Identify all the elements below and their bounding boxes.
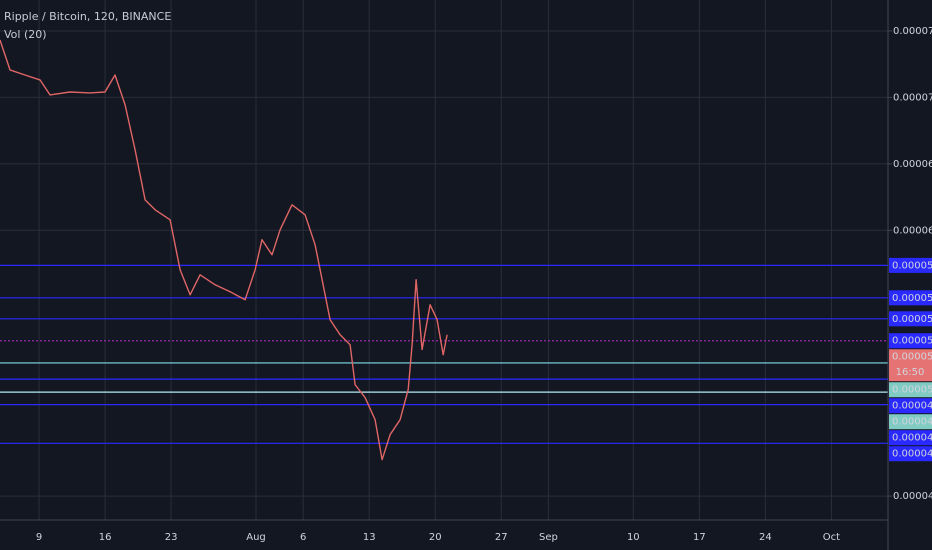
level-label: 0.00005492 <box>892 293 932 304</box>
x-tick-label: 17 <box>693 532 706 543</box>
x-tick-label: 24 <box>759 532 772 543</box>
level-label: 0.00004397 <box>892 449 932 460</box>
level-tag <box>889 257 932 273</box>
x-tick-label: 10 <box>627 532 640 543</box>
y-tick-label: 0.00006500 <box>893 159 932 170</box>
level-label: 0.00004688 <box>892 433 932 444</box>
level-tag <box>889 382 932 398</box>
level-tag <box>889 333 932 349</box>
level-tag <box>889 311 932 327</box>
level-tag <box>889 430 932 446</box>
last-price-tag <box>889 349 932 382</box>
indicator-label: Vol (20) <box>4 28 47 41</box>
chart-title: Ripple / Bitcoin, 120, BINANCE <box>4 10 171 23</box>
level-tag <box>889 398 932 414</box>
x-tick-label: Oct <box>823 532 840 543</box>
x-tick-label: Sep <box>539 532 558 543</box>
level-label: 0.00005169 <box>892 336 932 347</box>
level-label: 0.00004782 <box>892 417 932 428</box>
level-label: 0.00005002 <box>892 385 932 396</box>
level-tag <box>889 414 932 430</box>
x-tick-label: 9 <box>36 532 42 543</box>
last-price-label: 0.00005162 <box>892 352 932 363</box>
x-tick-label: 13 <box>363 532 376 543</box>
x-tick-label: 20 <box>429 532 442 543</box>
y-tick-label: 0.00007000 <box>893 92 932 103</box>
y-tick-label: 0.00007500 <box>893 26 932 37</box>
countdown-label: 16:50 <box>896 367 925 378</box>
y-tick-label: 0.00006000 <box>893 225 932 236</box>
level-tag <box>889 446 932 462</box>
x-tick-label: 6 <box>300 532 306 543</box>
x-tick-label: 27 <box>495 532 508 543</box>
level-label: 0.00005736 <box>892 260 932 271</box>
x-tick-label: 23 <box>165 532 178 543</box>
x-tick-label: Aug <box>246 532 266 543</box>
level-tag <box>889 290 932 306</box>
level-label: 0.00005334 <box>892 314 932 325</box>
x-tick-label: 16 <box>99 532 112 543</box>
level-label: 0.00004880 <box>892 401 932 412</box>
y-tick-label: 0.00004000 <box>893 491 932 502</box>
price-line <box>0 39 448 461</box>
